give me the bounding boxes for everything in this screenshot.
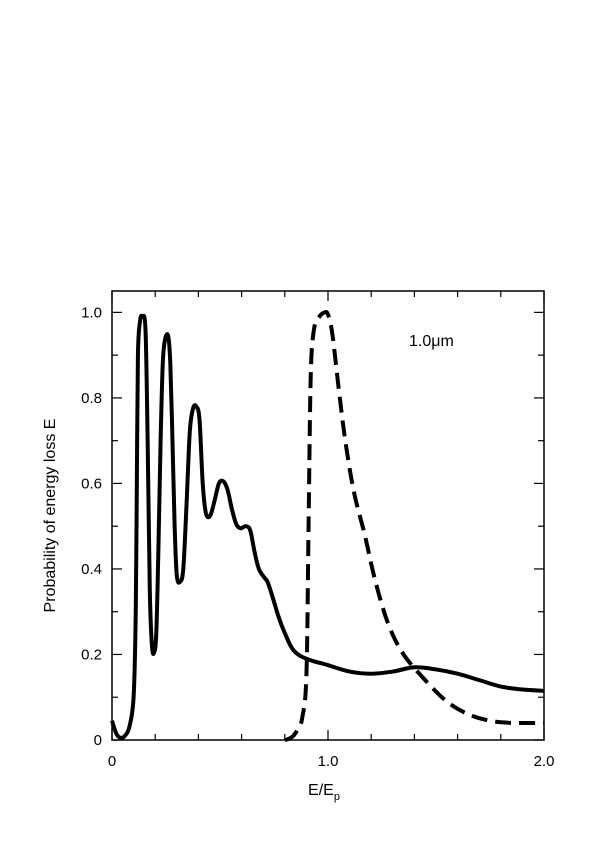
minor-ticks: [111, 291, 545, 741]
y-tick-label: 0.8: [81, 390, 102, 407]
solid-series-line: [110, 313, 545, 740]
x-tick-label: 2.0: [534, 753, 555, 770]
tick-labels: 0 1.0 2.0 0 0.2 0.4 0.6 0.8 1.0: [81, 304, 554, 770]
y-axis-label: Probability of energy loss E: [42, 419, 59, 613]
series-layer: [110, 309, 545, 742]
y-tick-label: 0.2: [81, 646, 102, 663]
x-axis-label-subscript: p: [334, 791, 340, 803]
x-axis-label-main: E/E: [308, 782, 334, 799]
y-tick-label: 0.6: [81, 475, 102, 492]
y-tick-label: 0.4: [81, 561, 102, 578]
y-tick-label: 0: [94, 732, 102, 749]
y-tick-label: 1.0: [81, 304, 102, 321]
thickness-annotation: 1.0μm: [409, 333, 454, 350]
x-tick-label: 1.0: [318, 753, 339, 770]
x-tick-label: 0: [108, 753, 116, 770]
plot-frame: [111, 290, 545, 741]
dashed-series-line: [284, 309, 545, 742]
x-axis-label: E/Ep: [308, 782, 340, 803]
